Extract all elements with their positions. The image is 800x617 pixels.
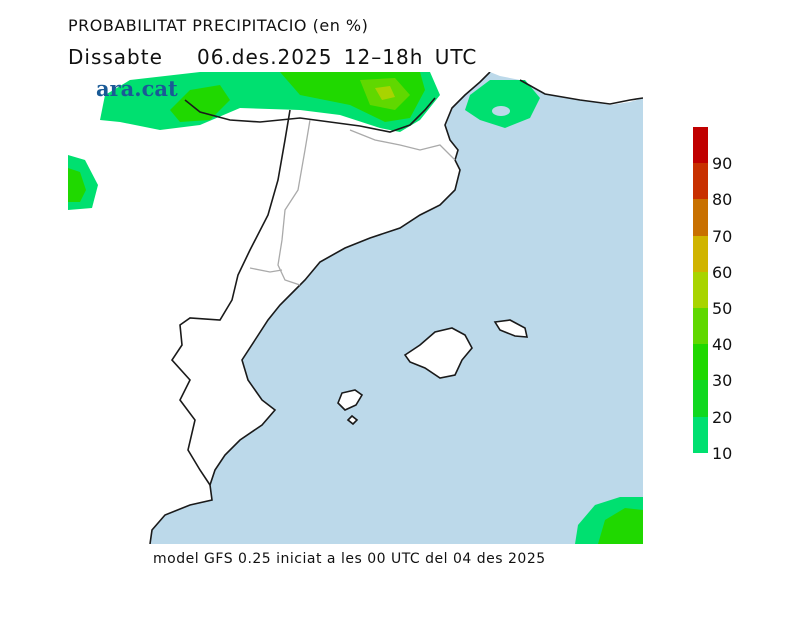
- ibiza: [337, 389, 364, 411]
- sea-area: [150, 72, 643, 544]
- colorbar-segment: [693, 127, 708, 164]
- colorbar-segment: [693, 416, 708, 453]
- colorbar-segment: [693, 380, 708, 417]
- colorbar-segment: [693, 307, 708, 345]
- colorbar-label: 20: [712, 407, 733, 427]
- colorbar-label: 60: [712, 262, 733, 282]
- colorbar-label: 30: [712, 371, 733, 391]
- colorbar-segment: [693, 271, 708, 308]
- balearic-islands: [337, 319, 529, 426]
- mallorca: [403, 327, 473, 379]
- formentera: [346, 414, 359, 426]
- colorbar-label: 80: [712, 190, 733, 210]
- map-canvas: [68, 72, 643, 544]
- precipitation-areas: [68, 72, 643, 544]
- map-title: PROBABILITAT PRECIPITACIO (en %): [68, 16, 369, 35]
- coastline: [149, 72, 643, 544]
- colorbar-segment: [693, 344, 708, 381]
- colorbar-legend: [693, 127, 708, 453]
- map-subtitle: Dissabte 06.des.2025 12–18h UTC: [68, 45, 478, 69]
- colorbar-segment: [693, 163, 708, 200]
- regional-borders: [249, 119, 456, 286]
- colorbar-segment: [693, 199, 708, 236]
- colorbar-label: 40: [712, 335, 733, 355]
- france-land: [490, 72, 643, 105]
- ara-cat-logo: ara.cat: [96, 76, 178, 101]
- model-info-footer: model GFS 0.25 iniciat a les 00 UTC del …: [153, 551, 546, 567]
- colorbar-label: 10: [712, 443, 733, 463]
- menorca: [493, 319, 529, 338]
- colorbar-label: 90: [712, 154, 733, 174]
- colorbar-segment: [693, 235, 708, 272]
- colorbar-label: 70: [712, 226, 733, 246]
- colorbar-label: 50: [712, 299, 733, 318]
